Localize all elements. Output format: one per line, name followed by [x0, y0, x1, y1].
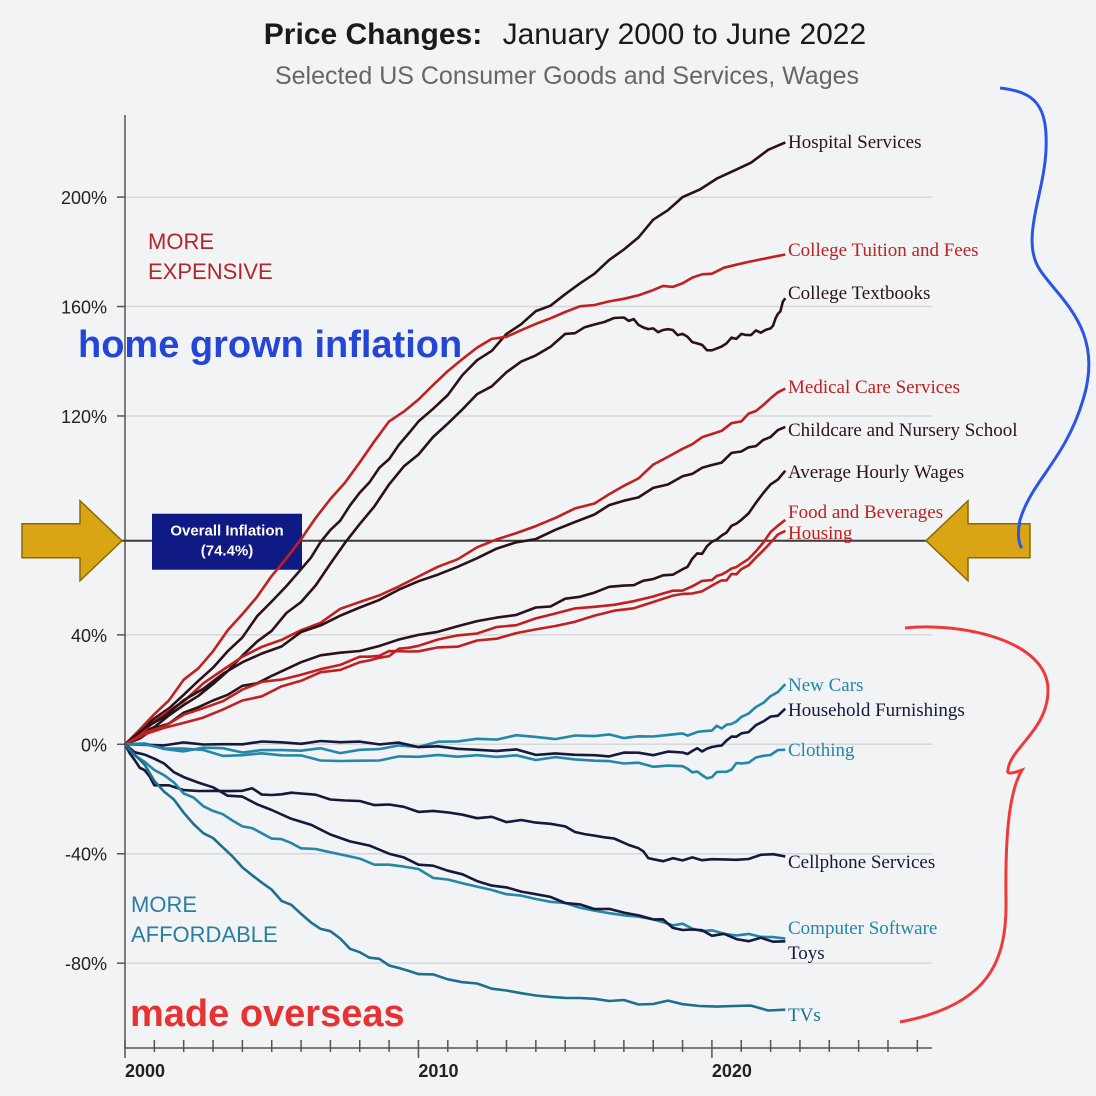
series-line-cellphone-services	[123, 743, 786, 863]
overall-inflation-label: Overall Inflation	[170, 523, 283, 540]
chart-title-main: Price Changes:	[264, 18, 482, 51]
series-label-hospital-services: Hospital Services	[788, 132, 922, 153]
zone-label-expensive-1: MORE	[148, 229, 214, 254]
series-line-hospital-services	[124, 141, 786, 746]
left-arrow-icon	[21, 498, 124, 583]
series-line-housing	[124, 529, 786, 746]
chart-title-range: January 2000 to June 2022	[503, 18, 867, 51]
series-line-new-cars	[124, 683, 787, 755]
annotation-home-grown-inflation: home grown inflation	[78, 324, 462, 366]
y-tick-label: 0%	[81, 735, 107, 755]
overall-inflation-value: (74.4%)	[201, 543, 254, 560]
series-line-clothing	[124, 743, 786, 780]
series-line-childcare-and-nursery-school	[124, 425, 786, 746]
zone-label-affordable-2: AFFORDABLE	[131, 922, 278, 947]
chart-title: Price Changes: January 2000 to June 2022	[264, 18, 866, 51]
series-line-college-textbooks	[124, 297, 787, 746]
series-label-clothing: Clothing	[788, 740, 855, 761]
red-brace	[899, 625, 1050, 1024]
series-label-housing: Housing	[788, 523, 853, 544]
y-tick-label: -80%	[65, 954, 107, 974]
series-label-medical-care-services: Medical Care Services	[788, 377, 960, 398]
series-line-food-and-beverages	[124, 518, 787, 746]
series-label-household-furnishings: Household Furnishings	[788, 700, 965, 721]
chart-subtitle: Selected US Consumer Goods and Services,…	[275, 62, 859, 90]
series-label-average-hourly-wages: Average Hourly Wages	[788, 462, 964, 483]
grid	[125, 196, 932, 964]
y-tick-label: 40%	[71, 626, 107, 646]
series-line-college-tuition-and-fees	[124, 253, 786, 746]
overall-inflation-reference: Overall Inflation (74.4%)	[21, 498, 1031, 583]
right-arrow-icon	[924, 498, 1031, 583]
series-label-new-cars: New Cars	[788, 675, 863, 696]
y-tick-label: 200%	[61, 188, 107, 208]
axes: 200% 160% 120% 40% 0% -40% -80% 2000 2010 2020	[61, 115, 932, 1081]
series-line-computer-software	[124, 743, 786, 940]
y-tick-label: 160%	[61, 298, 107, 318]
series-label-toys: Toys	[788, 943, 825, 964]
y-tick-label: -40%	[65, 845, 107, 865]
x-tick-label: 2010	[418, 1061, 458, 1081]
y-tick-label: 120%	[61, 407, 107, 427]
series-label-college-textbooks: College Textbooks	[788, 283, 930, 304]
series-line-toys	[124, 743, 786, 943]
series-label-computer-software: Computer Software	[788, 918, 937, 939]
series-label-childcare-and-nursery-school: Childcare and Nursery School	[788, 420, 1018, 441]
series-label-food-and-beverages: Food and Beverages	[788, 502, 943, 523]
series-label-cellphone-services: Cellphone Services	[788, 852, 935, 873]
series-label-tvs: TVs	[788, 1005, 821, 1026]
series-line-average-hourly-wages	[124, 469, 787, 746]
series-line-household-furnishings	[124, 707, 787, 758]
series-lines	[123, 141, 787, 1012]
series-label-college-tuition-and-fees: College Tuition and Fees	[788, 240, 979, 261]
zone-label-affordable-1: MORE	[131, 892, 197, 917]
zone-label-expensive-2: EXPENSIVE	[148, 259, 273, 284]
series-line-tvs	[124, 743, 786, 1012]
annotation-made-overseas: made overseas	[130, 993, 405, 1035]
blue-brace	[999, 86, 1091, 550]
x-tick-label: 2000	[125, 1061, 165, 1081]
x-tick-label: 2020	[712, 1061, 752, 1081]
series-labels: Hospital Services College Tuition and Fee…	[788, 132, 1018, 1026]
overall-inflation-box	[152, 513, 302, 570]
series-line-medical-care-services	[124, 387, 786, 746]
